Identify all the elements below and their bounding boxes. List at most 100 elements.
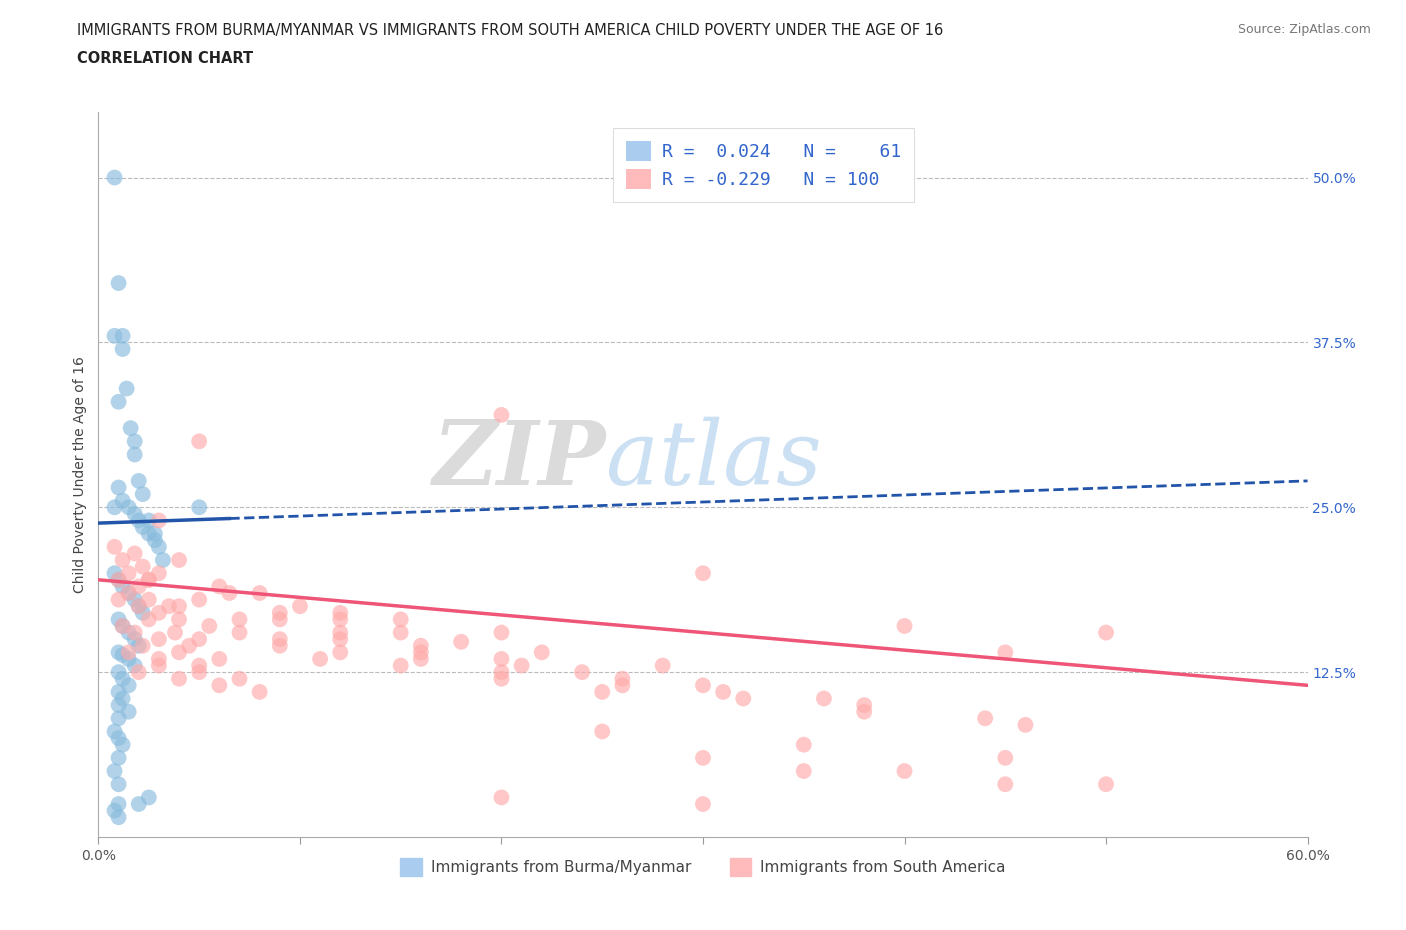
Point [124, 546, 146, 561]
Point [188, 631, 211, 646]
Point [249, 586, 271, 601]
Point [107, 711, 129, 725]
Point [198, 618, 221, 633]
Point [143, 533, 166, 548]
Point [148, 652, 170, 667]
Point [111, 647, 134, 662]
Point [208, 678, 231, 693]
Point [111, 691, 134, 706]
Point [692, 678, 714, 693]
Point [107, 797, 129, 812]
Point [269, 612, 291, 627]
Point [148, 605, 170, 620]
Point [733, 691, 755, 706]
Point [148, 658, 170, 673]
Point [118, 678, 141, 693]
Point [163, 625, 186, 640]
Point [107, 751, 129, 765]
Point [128, 797, 150, 812]
Point [118, 499, 141, 514]
Point [329, 625, 352, 640]
Point [893, 764, 915, 778]
Point [651, 658, 673, 673]
Point [893, 618, 915, 633]
Point [329, 612, 352, 627]
Point [103, 804, 125, 818]
Point [111, 618, 134, 633]
Point [111, 579, 134, 594]
Point [188, 499, 211, 514]
Text: atlas: atlas [606, 417, 823, 503]
Point [118, 586, 141, 601]
Point [853, 698, 876, 712]
Point [491, 625, 513, 640]
Point [132, 559, 155, 574]
Point [853, 704, 876, 719]
Point [120, 420, 142, 435]
Point [329, 644, 352, 659]
Point [138, 572, 160, 587]
Point [107, 572, 129, 587]
Point [107, 592, 129, 607]
Point [612, 671, 634, 686]
Point [124, 434, 146, 449]
Point [329, 631, 352, 646]
Point [124, 592, 146, 607]
Point [409, 638, 432, 653]
Point [167, 552, 190, 567]
Point [288, 599, 311, 614]
Point [249, 684, 271, 699]
Point [530, 644, 553, 659]
Point [1014, 717, 1036, 732]
Point [228, 625, 250, 640]
Point [107, 612, 129, 627]
Point [389, 625, 412, 640]
Legend: Immigrants from Burma/Myanmar, Immigrants from South America: Immigrants from Burma/Myanmar, Immigrant… [392, 851, 1014, 884]
Text: Source: ZipAtlas.com: Source: ZipAtlas.com [1237, 23, 1371, 36]
Point [228, 671, 250, 686]
Point [167, 612, 190, 627]
Point [188, 592, 211, 607]
Text: IMMIGRANTS FROM BURMA/MYANMAR VS IMMIGRANTS FROM SOUTH AMERICA CHILD POVERTY UND: IMMIGRANTS FROM BURMA/MYANMAR VS IMMIGRA… [77, 23, 943, 38]
Point [124, 625, 146, 640]
Point [309, 652, 332, 667]
Point [450, 634, 472, 649]
Point [128, 638, 150, 653]
Point [103, 170, 125, 185]
Point [107, 665, 129, 680]
Point [208, 579, 231, 594]
Point [124, 658, 146, 673]
Point [692, 797, 714, 812]
Point [111, 671, 134, 686]
Point [491, 671, 513, 686]
Point [107, 275, 129, 290]
Point [118, 644, 141, 659]
Point [138, 572, 160, 587]
Point [692, 751, 714, 765]
Point [128, 599, 150, 614]
Text: CORRELATION CHART: CORRELATION CHART [77, 51, 253, 66]
Point [157, 599, 180, 614]
Point [591, 724, 613, 739]
Point [107, 810, 129, 825]
Point [329, 605, 352, 620]
Text: ZIP: ZIP [433, 417, 606, 503]
Point [138, 513, 160, 528]
Point [491, 790, 513, 804]
Point [692, 565, 714, 580]
Point [148, 565, 170, 580]
Point [188, 434, 211, 449]
Point [118, 565, 141, 580]
Point [994, 751, 1017, 765]
Point [128, 599, 150, 614]
Point [208, 652, 231, 667]
Point [111, 618, 134, 633]
Point [148, 513, 170, 528]
Point [107, 394, 129, 409]
Point [994, 777, 1017, 791]
Point [118, 652, 141, 667]
Point [111, 341, 134, 356]
Point [591, 684, 613, 699]
Point [491, 407, 513, 422]
Point [389, 612, 412, 627]
